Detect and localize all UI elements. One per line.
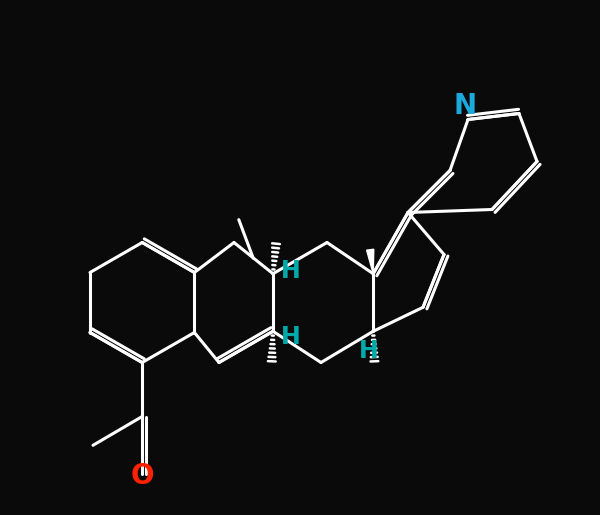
Text: H: H [281,259,301,283]
Text: N: N [454,92,476,121]
Text: O: O [130,462,154,490]
Text: H: H [359,338,378,363]
Text: H: H [281,325,301,349]
Polygon shape [367,249,374,273]
